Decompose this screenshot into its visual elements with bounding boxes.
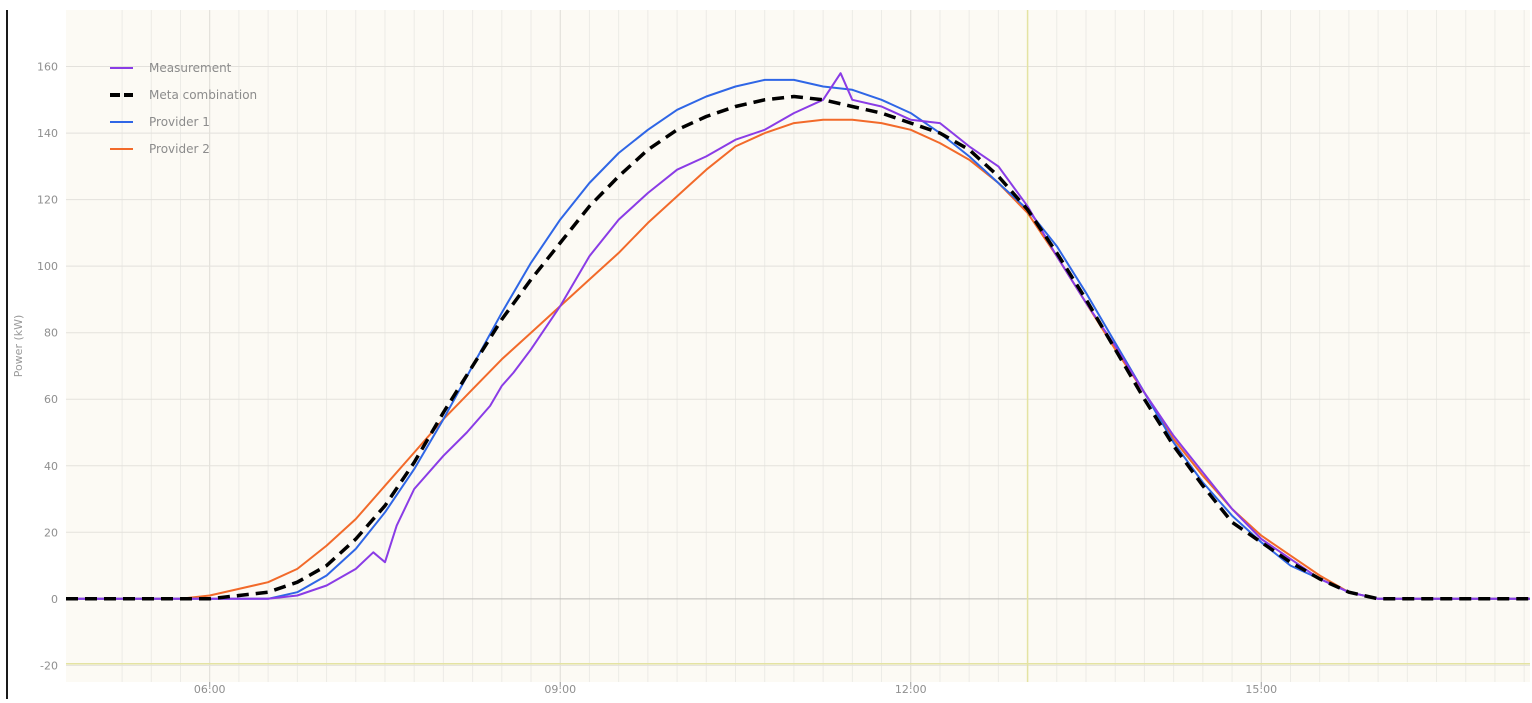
major-gridlines <box>66 10 1530 682</box>
y-tick-label: 140 <box>37 127 58 140</box>
y-tick-label: 20 <box>44 526 58 539</box>
y-tick-label: 160 <box>37 61 58 74</box>
legend-entry-label: Meta combination <box>149 88 257 102</box>
y-tick-label: 80 <box>44 327 58 340</box>
y-axis-label: Power (kW) <box>12 315 25 378</box>
legend-entry-label: Provider 2 <box>149 142 210 156</box>
x-axis-ticks: 06:00 09:00 12:00 15:00 <box>194 682 1277 696</box>
y-tick-label: 120 <box>37 194 58 207</box>
x-tick-label: 09:00 <box>544 683 576 696</box>
x-tick-label: 06:00 <box>194 683 226 696</box>
series-line-measurement <box>66 72 1530 600</box>
series-line-meta-combination <box>66 94 1530 601</box>
y-tick-label: 0 <box>51 593 58 606</box>
legend[interactable]: Measurement Meta combination Provider 1 Pro… <box>110 61 257 156</box>
y-axis-ticks: -20 0 20 40 60 80 100 120 140 160 <box>37 61 58 673</box>
minor-gridlines <box>121 10 1525 682</box>
y-tick-label: 100 <box>37 260 58 273</box>
y-tick-label: 60 <box>44 393 58 406</box>
legend-entry-label: Measurement <box>149 61 232 75</box>
legend-entry-label: Provider 1 <box>149 115 210 129</box>
marker-lines <box>66 10 1530 682</box>
x-tick-label: 15:00 <box>1245 683 1277 696</box>
y-tick-label: -20 <box>40 659 58 672</box>
y-tick-label: 40 <box>44 460 58 473</box>
series-layer <box>66 72 1530 601</box>
x-tick-label: 12:00 <box>895 683 927 696</box>
series-line-provider-2 <box>66 118 1530 600</box>
